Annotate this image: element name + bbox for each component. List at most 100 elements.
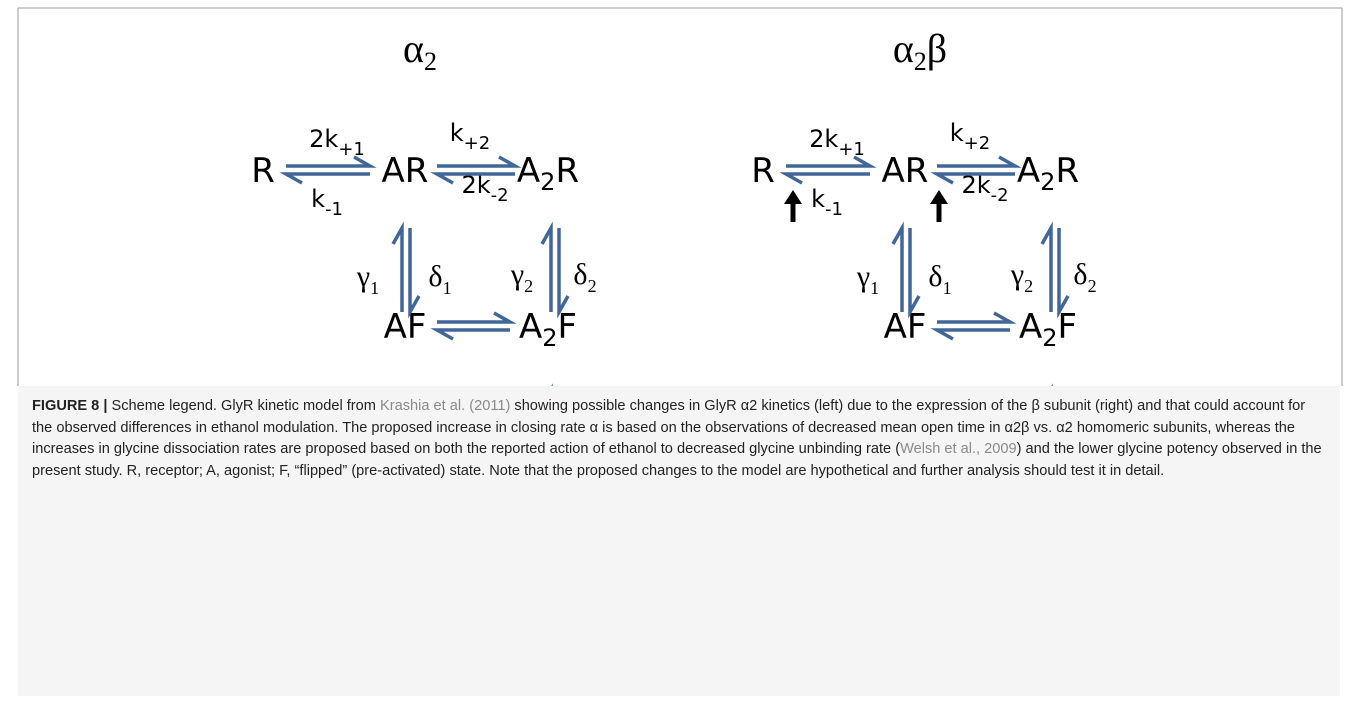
figure-label: FIGURE 8 | — [32, 398, 108, 414]
rate-label: γ2 — [510, 258, 533, 296]
citation: Krashia et al. (2011) — [380, 398, 511, 414]
label-part: δ — [928, 260, 942, 293]
label-part: α — [403, 26, 424, 71]
subscript: 2 — [540, 168, 555, 196]
subscript: 2 — [1024, 276, 1033, 296]
state-label: AR — [882, 151, 929, 191]
equilibrium-arrow — [279, 172, 370, 185]
label-part: k — [811, 185, 825, 213]
panel-title: α2β — [893, 26, 947, 76]
state-label: AR — [382, 151, 429, 191]
label-part: k — [950, 119, 964, 147]
subscript: 2 — [524, 276, 533, 296]
label-part: AF — [384, 307, 427, 347]
equilibrium-arrow — [937, 311, 1017, 324]
rate-label: δ1 — [428, 260, 451, 298]
subscript: 2 — [1088, 276, 1097, 296]
equilibrium-arrow — [437, 155, 522, 168]
equilibrium-arrow — [779, 172, 870, 185]
equilibrium-arrow — [430, 172, 515, 185]
label-part: γ — [356, 260, 370, 293]
equilibrium-arrow — [437, 311, 517, 324]
subscript: 1 — [443, 278, 452, 298]
rate-label: γ2 — [1010, 258, 1033, 296]
rate-label: δ2 — [573, 258, 596, 296]
state-label: A2F — [1019, 307, 1077, 352]
equilibrium-arrow — [908, 228, 921, 319]
subscript: 1 — [870, 278, 879, 298]
subscript: 2 — [542, 324, 557, 352]
label-part: β — [927, 26, 947, 71]
rate-label: k-1 — [811, 185, 843, 220]
label-part: δ — [573, 258, 587, 291]
equilibrium-arrow — [540, 221, 553, 312]
subscript: 2 — [424, 47, 437, 76]
label-part: k — [450, 119, 464, 147]
equilibrium-arrow — [1057, 228, 1070, 319]
panel-title: α2 — [403, 26, 437, 76]
subscript: -1 — [825, 199, 843, 220]
rate-label: γ1 — [356, 260, 379, 298]
label-part: γ — [856, 260, 870, 293]
label-part: γ — [510, 258, 524, 291]
equilibrium-arrow — [408, 228, 421, 319]
caption: FIGURE 8 | Scheme legend. GlyR kinetic m… — [18, 386, 1340, 696]
label-part: k — [311, 185, 325, 213]
diagram: α2RARA2RAFA2FA2F*2k+1k-1k+22k-2γ1δ1γ2δ2α… — [17, 7, 1343, 386]
rate-label: 2k+1 — [809, 125, 865, 160]
caption-text: Scheme legend. GlyR kinetic model from — [111, 398, 380, 414]
equilibrium-arrow — [786, 155, 877, 168]
label-part: AR — [382, 151, 429, 191]
subscript: -2 — [991, 185, 1009, 206]
label-part: AR — [882, 151, 929, 191]
subscript: 2 — [588, 276, 597, 296]
figure-border — [17, 7, 1343, 386]
equilibrium-arrow — [557, 228, 570, 319]
state-label: AF — [384, 307, 427, 347]
label-part: 2k — [809, 125, 838, 153]
label-part: R — [751, 151, 775, 191]
equilibrium-arrow — [930, 172, 1015, 185]
label-part: 2k — [309, 125, 338, 153]
rate-label: k+2 — [950, 119, 990, 154]
rate-label: k-1 — [311, 185, 343, 220]
state-label: AF — [884, 307, 927, 347]
label-part: γ — [1010, 258, 1024, 291]
label-part: F — [557, 307, 577, 347]
equilibrium-arrow — [937, 155, 1022, 168]
rate-label: 2k+1 — [309, 125, 365, 160]
label-part: R — [555, 151, 579, 191]
label-part: R — [1055, 151, 1079, 191]
increase-arrow — [930, 190, 948, 204]
rate-label: γ1 — [856, 260, 879, 298]
rate-label: δ1 — [928, 260, 951, 298]
state-label: A2R — [517, 151, 579, 196]
label-part: A — [1019, 307, 1042, 347]
subscript: +1 — [338, 139, 365, 160]
equilibrium-arrow — [286, 155, 377, 168]
label-part: A — [519, 307, 542, 347]
equilibrium-arrow — [930, 328, 1010, 341]
citation: Welsh et al., 2009 — [900, 441, 1017, 458]
subscript: -1 — [325, 199, 343, 220]
equilibrium-arrow — [430, 328, 510, 341]
label-part: A — [1017, 151, 1040, 191]
rate-label: δ2 — [1073, 258, 1096, 296]
caption-text: showing possible changes in GlyR α2 kine… — [32, 398, 1306, 458]
state-label: A2R — [1017, 151, 1079, 196]
subscript: -2 — [491, 185, 509, 206]
increase-arrow — [784, 190, 802, 204]
rate-label: 2k-2 — [961, 171, 1008, 206]
label-part: α — [893, 26, 914, 71]
state-label: R — [751, 151, 775, 191]
equilibrium-arrow — [891, 221, 904, 312]
subscript: +2 — [464, 133, 491, 154]
subscript: +1 — [838, 139, 865, 160]
subscript: 2 — [914, 47, 927, 76]
equilibrium-arrow — [1040, 221, 1053, 312]
subscript: +2 — [964, 133, 991, 154]
rate-label: 2k-2 — [461, 171, 508, 206]
caption-text: ) and the lower glycine potency observed… — [32, 441, 1322, 480]
subscript: 2 — [1040, 168, 1055, 196]
